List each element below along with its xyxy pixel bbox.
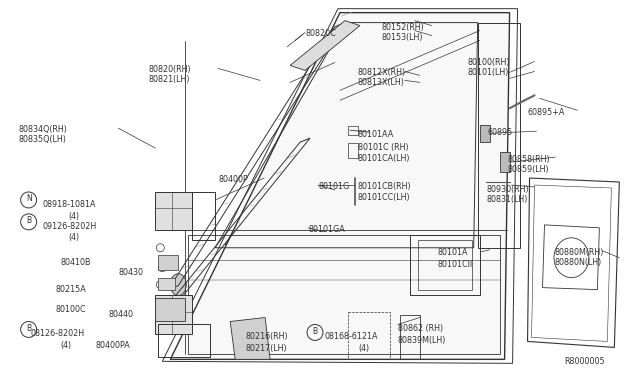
Text: 80100(RH): 80100(RH) xyxy=(468,58,510,67)
Polygon shape xyxy=(500,152,509,172)
Text: 80101AA: 80101AA xyxy=(358,130,394,139)
Text: 80430: 80430 xyxy=(118,268,143,277)
Text: 80820C: 80820C xyxy=(305,29,336,38)
Text: 80440: 80440 xyxy=(108,310,134,318)
Polygon shape xyxy=(156,295,192,334)
Text: 08126-8202H: 08126-8202H xyxy=(31,330,84,339)
Text: 80217(LH): 80217(LH) xyxy=(245,344,287,353)
Text: 80835Q(LH): 80835Q(LH) xyxy=(19,135,67,144)
Text: 80831(LH): 80831(LH) xyxy=(486,195,528,204)
Text: R8000005: R8000005 xyxy=(564,357,605,366)
Text: 80880N(LH): 80880N(LH) xyxy=(554,258,602,267)
Text: 09126-8202H: 09126-8202H xyxy=(43,222,97,231)
Text: 80400PA: 80400PA xyxy=(95,341,130,350)
Text: 60895+A: 60895+A xyxy=(527,108,565,117)
Text: 80880M(RH): 80880M(RH) xyxy=(554,248,604,257)
Text: 80153(LH): 80153(LH) xyxy=(382,33,424,42)
Polygon shape xyxy=(225,29,472,245)
Text: 80100C: 80100C xyxy=(56,305,86,314)
Text: 80216(RH): 80216(RH) xyxy=(245,333,288,341)
Text: B: B xyxy=(26,324,31,333)
Text: 60895: 60895 xyxy=(488,128,513,137)
Text: 80400P: 80400P xyxy=(218,175,248,184)
Text: 80862 (RH): 80862 (RH) xyxy=(398,324,443,333)
Polygon shape xyxy=(156,192,192,230)
Text: 80812X(RH): 80812X(RH) xyxy=(358,68,406,77)
Text: 80101CII: 80101CII xyxy=(438,260,473,269)
Text: 08168-6121A: 08168-6121A xyxy=(325,333,378,341)
Text: B: B xyxy=(26,217,31,225)
Text: (4): (4) xyxy=(61,341,72,350)
Text: 08918-1081A: 08918-1081A xyxy=(43,200,96,209)
Polygon shape xyxy=(158,278,175,290)
Text: 80101(LH): 80101(LH) xyxy=(468,68,509,77)
Text: 80101G: 80101G xyxy=(318,182,349,191)
Ellipse shape xyxy=(170,274,186,296)
Text: 80101CC(LH): 80101CC(LH) xyxy=(358,193,410,202)
Polygon shape xyxy=(170,13,509,359)
Circle shape xyxy=(172,308,184,321)
Text: 80101A: 80101A xyxy=(438,248,468,257)
Polygon shape xyxy=(230,318,270,359)
Text: 80152(RH): 80152(RH) xyxy=(382,23,424,32)
Polygon shape xyxy=(290,20,360,70)
Text: 80839M(LH): 80839M(LH) xyxy=(398,336,446,346)
Text: 80410B: 80410B xyxy=(61,258,91,267)
Text: 80859(LH): 80859(LH) xyxy=(508,165,549,174)
Text: 80834Q(RH): 80834Q(RH) xyxy=(19,125,68,134)
Text: (4): (4) xyxy=(68,233,79,242)
Text: 80101CA(LH): 80101CA(LH) xyxy=(358,154,410,163)
Text: 80101CB(RH): 80101CB(RH) xyxy=(358,182,412,191)
Text: (4): (4) xyxy=(68,212,79,221)
Text: 80930(RH): 80930(RH) xyxy=(486,185,529,194)
Text: 80813X(LH): 80813X(LH) xyxy=(358,78,404,87)
Text: 80820(RH): 80820(RH) xyxy=(148,65,191,74)
Text: 80215A: 80215A xyxy=(56,285,86,294)
Text: 80101GA: 80101GA xyxy=(308,225,345,234)
Text: 80858(RH): 80858(RH) xyxy=(508,155,550,164)
Polygon shape xyxy=(156,298,186,321)
Text: 80821(LH): 80821(LH) xyxy=(148,76,190,84)
Polygon shape xyxy=(479,125,490,142)
Polygon shape xyxy=(158,255,179,270)
Text: (4): (4) xyxy=(358,344,369,353)
Text: B: B xyxy=(312,327,317,336)
Text: N: N xyxy=(26,195,31,203)
Text: 80101C (RH): 80101C (RH) xyxy=(358,143,408,152)
